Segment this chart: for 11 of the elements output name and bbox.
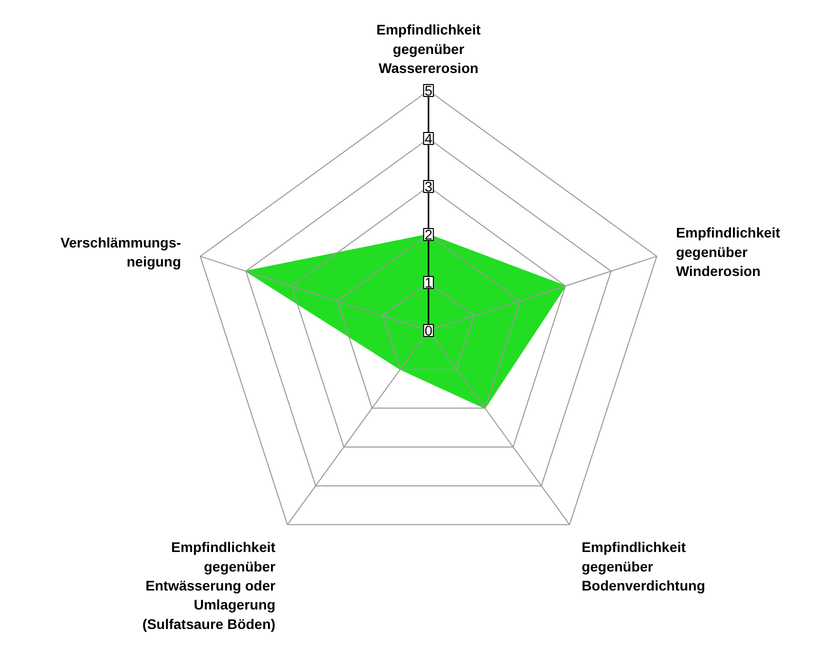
y-tick-label: 4: [424, 130, 433, 146]
y-tick-label: 1: [424, 274, 433, 290]
y-tick-label: 3: [424, 178, 433, 194]
y-tick-label: 0: [424, 322, 433, 338]
spoke-label: Empfindlichkeit gegenüber Wassererosion: [376, 22, 481, 76]
spoke-label: Verschlämmungs- neigung: [60, 234, 182, 270]
y-tick-label: 2: [424, 226, 433, 242]
spoke-label: Empfindlichkeit gegenüber Entwässerung oder Umlagerung (Sulfatsaure Böden): [142, 539, 276, 632]
y-tick-label: 5: [424, 82, 433, 98]
spoke-label: Empfindlichkeit gegenüber Bodenverdichtung: [582, 539, 706, 594]
spoke-label: Empfindlichkeit gegenüber Winderosion: [676, 224, 781, 280]
